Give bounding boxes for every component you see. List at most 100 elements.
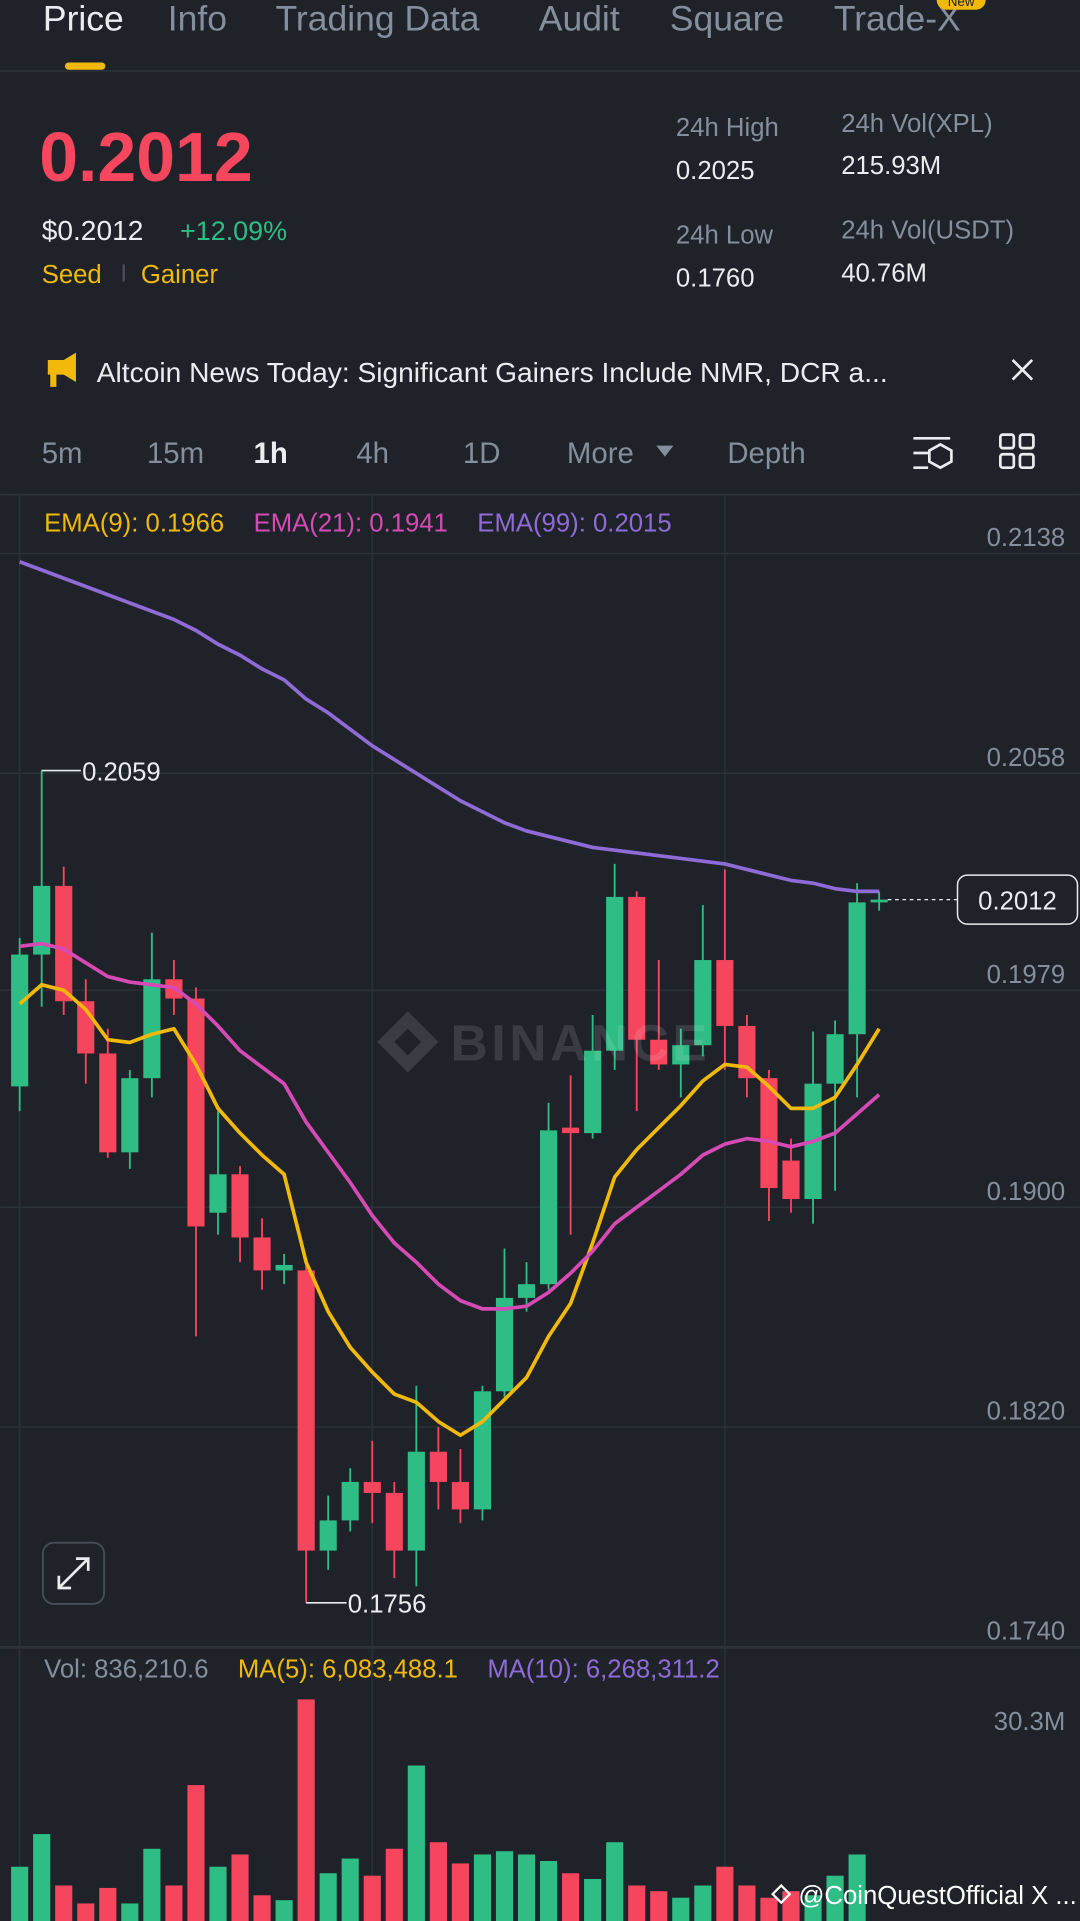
new-badge-bg bbox=[936, 0, 986, 10]
volume-bar bbox=[187, 1785, 205, 1921]
volume-bar bbox=[297, 1699, 315, 1921]
interval[interactable]: More bbox=[567, 437, 634, 470]
close-news[interactable] bbox=[1011, 359, 1034, 381]
tag[interactable]: Seed bbox=[42, 261, 102, 289]
y-tick-label: 0.1740 bbox=[987, 1617, 1066, 1645]
candle-body bbox=[540, 1130, 558, 1285]
volume-bar bbox=[121, 1903, 139, 1921]
tab[interactable]: Square bbox=[670, 0, 784, 39]
candle-body bbox=[55, 885, 73, 1002]
volume-bar bbox=[77, 1903, 95, 1921]
legend-value: 0.1941 bbox=[369, 509, 448, 537]
high-label: 0.2059 bbox=[82, 758, 161, 786]
last-price-box bbox=[956, 874, 1079, 925]
candle-body bbox=[826, 1034, 844, 1084]
stat-value: 0.2025 bbox=[676, 157, 755, 185]
interval[interactable]: 1h bbox=[254, 437, 288, 470]
volume-bar bbox=[540, 1861, 558, 1921]
layout-button[interactable] bbox=[999, 433, 1035, 470]
interval[interactable]: 4h bbox=[356, 437, 389, 470]
news-text[interactable]: Altcoin News Today: Significant Gainers … bbox=[97, 357, 888, 388]
interval[interactable]: 1D bbox=[463, 437, 501, 470]
legend-name: EMA(21) bbox=[254, 509, 355, 537]
volume-legend: MA(10): 6,268,311.2 bbox=[487, 1655, 719, 1683]
candle-body bbox=[407, 1451, 425, 1551]
y-tick-label: 0.1900 bbox=[987, 1178, 1066, 1206]
candle-body bbox=[187, 998, 205, 1227]
volume-bar bbox=[517, 1854, 536, 1921]
volume-bar bbox=[209, 1866, 227, 1921]
volume-bar bbox=[165, 1885, 183, 1921]
y-tick-label: 0.2058 bbox=[987, 744, 1066, 772]
indicator-settings[interactable] bbox=[913, 436, 953, 470]
candle-body bbox=[99, 1053, 117, 1153]
candle-body bbox=[848, 902, 866, 1035]
ema-line bbox=[18, 982, 881, 1438]
volume-bar bbox=[231, 1854, 249, 1921]
volume-legend: Vol: 836,210.6 bbox=[44, 1655, 208, 1683]
candle-body bbox=[473, 1391, 492, 1510]
volume-bar bbox=[584, 1878, 602, 1921]
interval[interactable]: Depth bbox=[727, 437, 805, 470]
legend-value: 0.2015 bbox=[593, 509, 672, 537]
candle-body bbox=[385, 1492, 403, 1551]
interval-bar: 5m 15m 1h 4h 1D More Depth bbox=[42, 437, 806, 470]
volume-bar bbox=[782, 1891, 800, 1921]
tab[interactable]: Price bbox=[43, 0, 124, 39]
low-label: 0.1756 bbox=[348, 1591, 427, 1619]
candle-body bbox=[517, 1284, 536, 1298]
volume-bar bbox=[628, 1885, 646, 1921]
legend-name: EMA(99) bbox=[477, 509, 578, 537]
candle-body bbox=[650, 1039, 668, 1065]
y-tick-label: 0.1820 bbox=[987, 1398, 1066, 1426]
tab[interactable]: Audit bbox=[539, 0, 620, 39]
y-tick-label: 30.3M bbox=[994, 1708, 1065, 1736]
volume-bar bbox=[606, 1842, 624, 1921]
legend-entry: EMA(99): 0.2015 bbox=[477, 509, 671, 537]
volume-bar bbox=[33, 1834, 51, 1921]
candle-body bbox=[319, 1520, 337, 1551]
volume-bar bbox=[407, 1765, 425, 1921]
price-chart: 0.2138 0.2058 0.1979 0.1900 0.1820 0.1740 EMA(… bbox=[0, 495, 1080, 1921]
candle-body bbox=[297, 1270, 315, 1551]
volume-bar bbox=[385, 1848, 403, 1921]
interval[interactable]: 5m bbox=[42, 437, 83, 470]
volume-bar bbox=[495, 1851, 514, 1921]
candle-body bbox=[143, 979, 161, 1079]
candle-body bbox=[584, 1050, 602, 1134]
candle-body bbox=[716, 960, 734, 1026]
stat-value: 215.93M bbox=[841, 152, 941, 180]
stat-value: 0.1760 bbox=[676, 264, 755, 292]
legend-value: 0.1966 bbox=[146, 509, 225, 537]
volume-bar bbox=[473, 1854, 492, 1921]
volume-bar bbox=[694, 1885, 712, 1921]
expand-button[interactable] bbox=[41, 1541, 106, 1605]
candle-body bbox=[33, 885, 51, 955]
volume-bar bbox=[275, 1900, 293, 1921]
candle-body bbox=[275, 1264, 293, 1271]
tag[interactable]: Gainer bbox=[141, 261, 219, 289]
price-change: +12.09% bbox=[180, 216, 287, 246]
interval[interactable]: 15m bbox=[147, 437, 204, 470]
tab-bar: Price Info Trading Data Audit Square Trade-XN… bbox=[43, 0, 986, 39]
volume-bar bbox=[319, 1873, 337, 1921]
candle-body bbox=[451, 1481, 469, 1510]
candle-body bbox=[760, 1078, 778, 1189]
volume-bar bbox=[363, 1875, 381, 1921]
stat-label: 24h Vol(USDT) bbox=[841, 217, 1014, 245]
volume-bar bbox=[716, 1866, 734, 1921]
overlay-icon bbox=[771, 1883, 792, 1905]
news-icon bbox=[47, 352, 76, 387]
candle-body bbox=[628, 896, 646, 1040]
ema-line bbox=[19, 560, 880, 894]
volume-bar bbox=[99, 1887, 117, 1921]
last-price-label: 0.2012 bbox=[978, 887, 1057, 915]
watermark: BINANCE bbox=[377, 1011, 707, 1073]
tab[interactable]: Info bbox=[168, 0, 227, 39]
candle-body bbox=[231, 1174, 249, 1238]
new-badge: New bbox=[948, 0, 975, 9]
volume-bar bbox=[848, 1854, 866, 1921]
candle-body bbox=[253, 1237, 271, 1271]
tab[interactable]: Trading Data bbox=[276, 0, 480, 39]
